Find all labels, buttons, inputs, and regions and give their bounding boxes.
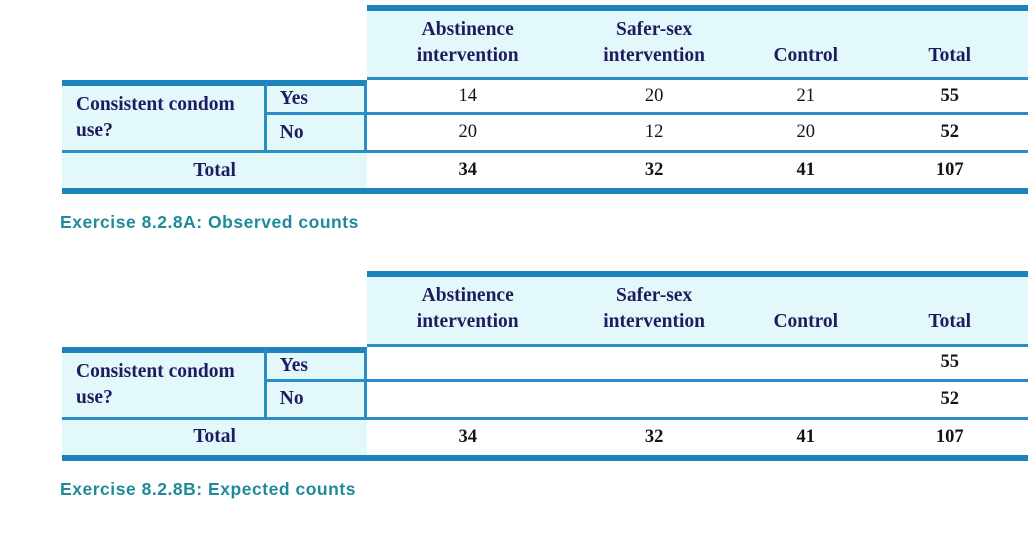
expected-counts-block: Abstinence intervention Safer-sex interv…: [60, 271, 1028, 499]
cell-total-abstinence: 34: [367, 150, 569, 195]
column-header-safer-sex: Safer-sex intervention: [568, 271, 741, 347]
cell-no-total: 52: [871, 115, 1028, 151]
cell-no-safer-sex-empty: [568, 381, 741, 417]
row-group-label: Consistent condom use?: [62, 80, 267, 151]
row-label-yes: Yes: [266, 80, 368, 116]
cell-total-control: 41: [740, 150, 872, 195]
table-row-yes: Consistent condom use? Yes 14 20 21 55: [62, 80, 1028, 151]
table-row-no: No 20 12 20 52: [62, 115, 1028, 151]
row-label-no: No: [266, 381, 368, 417]
column-header-abstinence: Abstinence intervention: [367, 5, 569, 81]
cell-total-control: 41: [740, 416, 872, 461]
cell-no-safer-sex: 12: [568, 115, 741, 151]
header-row: Abstinence intervention Safer-sex interv…: [62, 5, 1028, 81]
cell-no-control-empty: [740, 381, 872, 417]
cell-yes-total: 55: [871, 80, 1028, 116]
table-row-no: No 52: [62, 381, 1028, 417]
cell-total-safer-sex: 32: [568, 416, 741, 461]
caption-expected-counts: Exercise 8.2.8B: Expected counts: [60, 478, 356, 499]
cell-yes-control: 21: [740, 80, 872, 116]
table-row-total: Total 34 32 41 107: [62, 416, 1028, 461]
cell-yes-abstinence: 14: [367, 80, 569, 116]
column-header-total: Total: [871, 271, 1028, 347]
cell-grand-total: 107: [871, 150, 1028, 195]
row-label-yes: Yes: [266, 346, 368, 382]
cell-no-abstinence-empty: [367, 381, 569, 417]
cell-yes-control-empty: [740, 346, 872, 382]
cell-yes-total: 55: [871, 346, 1028, 382]
cell-grand-total: 107: [871, 416, 1028, 461]
cell-yes-safer-sex-empty: [568, 346, 741, 382]
caption-observed-counts: Exercise 8.2.8A: Observed counts: [60, 212, 359, 233]
row-label-no: No: [266, 115, 368, 151]
cell-no-control: 20: [740, 115, 872, 151]
page: Abstinence intervention Safer-sex interv…: [60, 5, 1028, 499]
column-header-total: Total: [871, 5, 1028, 81]
expected-counts-table: Abstinence intervention Safer-sex interv…: [62, 271, 1028, 461]
column-header-control: Control: [740, 271, 872, 347]
cell-total-safer-sex: 32: [568, 150, 741, 195]
header-spacer: [62, 271, 368, 347]
observed-counts-block: Abstinence intervention Safer-sex interv…: [60, 5, 1028, 233]
column-header-abstinence: Abstinence intervention: [367, 271, 569, 347]
cell-total-abstinence: 34: [367, 416, 569, 461]
table-row-total: Total 34 32 41 107: [62, 150, 1028, 195]
header-spacer: [62, 5, 368, 81]
table-row-yes: Consistent condom use? Yes 55: [62, 346, 1028, 417]
total-row-label: Total: [62, 150, 368, 195]
column-header-control: Control: [740, 5, 872, 81]
header-row: Abstinence intervention Safer-sex interv…: [62, 271, 1028, 347]
cell-no-total: 52: [871, 381, 1028, 417]
row-group-label: Consistent condom use?: [62, 346, 267, 417]
cell-yes-abstinence-empty: [367, 346, 569, 382]
observed-counts-table: Abstinence intervention Safer-sex interv…: [62, 5, 1028, 195]
cell-yes-safer-sex: 20: [568, 80, 741, 116]
cell-no-abstinence: 20: [367, 115, 569, 151]
column-header-safer-sex: Safer-sex intervention: [568, 5, 741, 81]
total-row-label: Total: [62, 416, 368, 461]
